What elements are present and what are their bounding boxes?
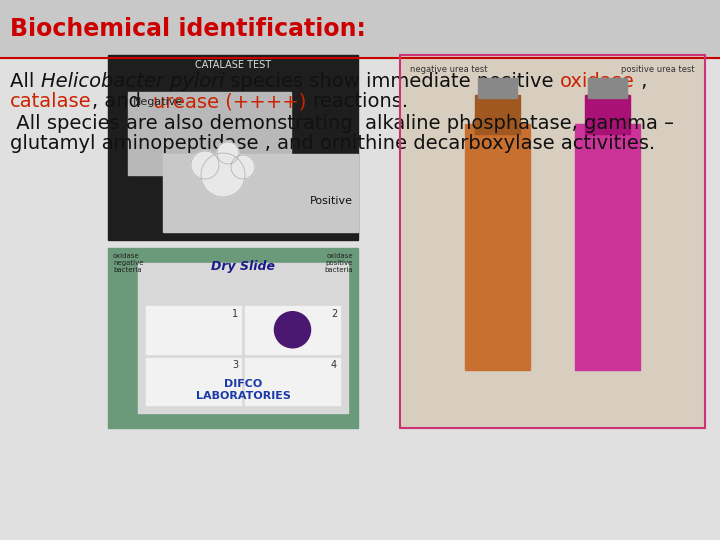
Bar bbox=[400, 55, 705, 428]
Text: 1: 1 bbox=[232, 309, 238, 319]
Text: oxidase: oxidase bbox=[560, 72, 634, 91]
Text: Positive: Positive bbox=[310, 196, 353, 206]
Bar bbox=[245, 357, 340, 405]
Circle shape bbox=[231, 155, 255, 179]
Bar bbox=[478, 78, 517, 98]
Bar bbox=[585, 94, 630, 134]
Bar bbox=[588, 78, 627, 98]
Text: 4: 4 bbox=[331, 361, 337, 370]
Text: , and: , and bbox=[91, 92, 153, 111]
Text: CATALASE TEST: CATALASE TEST bbox=[195, 60, 271, 70]
Text: positive urea test: positive urea test bbox=[621, 65, 695, 74]
Bar bbox=[128, 92, 290, 176]
Bar bbox=[575, 124, 640, 370]
Text: DIFCO
LABORATORIES: DIFCO LABORATORIES bbox=[196, 380, 290, 401]
Text: catalase: catalase bbox=[10, 92, 91, 111]
Bar bbox=[108, 248, 358, 428]
Bar bbox=[465, 124, 530, 370]
Bar bbox=[146, 306, 241, 354]
Bar bbox=[400, 55, 705, 428]
Circle shape bbox=[191, 151, 219, 179]
Text: Negative: Negative bbox=[133, 97, 184, 107]
Bar bbox=[163, 154, 358, 232]
Text: negative urea test: negative urea test bbox=[410, 65, 487, 74]
Bar bbox=[108, 55, 358, 240]
Text: All: All bbox=[10, 72, 40, 91]
Bar bbox=[146, 357, 241, 405]
Text: 3: 3 bbox=[232, 361, 238, 370]
Text: oxidase
negative
bacteria: oxidase negative bacteria bbox=[113, 253, 143, 273]
Text: reactions.: reactions. bbox=[312, 92, 409, 111]
Bar bbox=[0, 0, 720, 58]
Text: oxidase
positive
bacteria: oxidase positive bacteria bbox=[325, 253, 353, 273]
Text: 2: 2 bbox=[330, 309, 337, 319]
Text: Dry Slide: Dry Slide bbox=[211, 260, 275, 273]
Bar bbox=[474, 94, 521, 134]
Text: ,: , bbox=[634, 72, 647, 91]
Bar bbox=[138, 263, 348, 413]
Circle shape bbox=[201, 153, 245, 197]
Text: Helicobacter pylori: Helicobacter pylori bbox=[40, 72, 224, 91]
Text: glutamyl aminopeptidase , and ornithine decarboxylase activities.: glutamyl aminopeptidase , and ornithine … bbox=[10, 134, 655, 153]
Text: Biochemical identification:: Biochemical identification: bbox=[10, 17, 366, 41]
Circle shape bbox=[217, 142, 239, 164]
Text: All species are also demonstrating  alkaline phosphatase, gamma –: All species are also demonstrating alkal… bbox=[10, 114, 674, 133]
Bar bbox=[245, 306, 340, 354]
Circle shape bbox=[274, 312, 310, 348]
Text: urease (++++): urease (++++) bbox=[153, 92, 312, 111]
Text: species show immediate positive: species show immediate positive bbox=[224, 72, 560, 91]
